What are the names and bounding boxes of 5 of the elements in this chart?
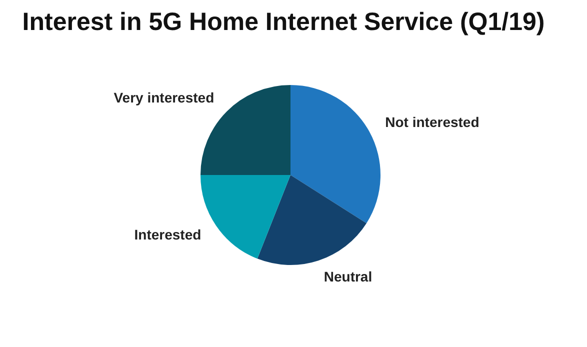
slice-label: Interested [134, 226, 202, 243]
slice-label: Not interested [385, 114, 480, 130]
slice-label: Neutral [324, 268, 372, 285]
slice-label: Very interested [114, 89, 214, 106]
chart-title: Interest in 5G Home Internet Service (Q1/19) [21, 7, 546, 38]
